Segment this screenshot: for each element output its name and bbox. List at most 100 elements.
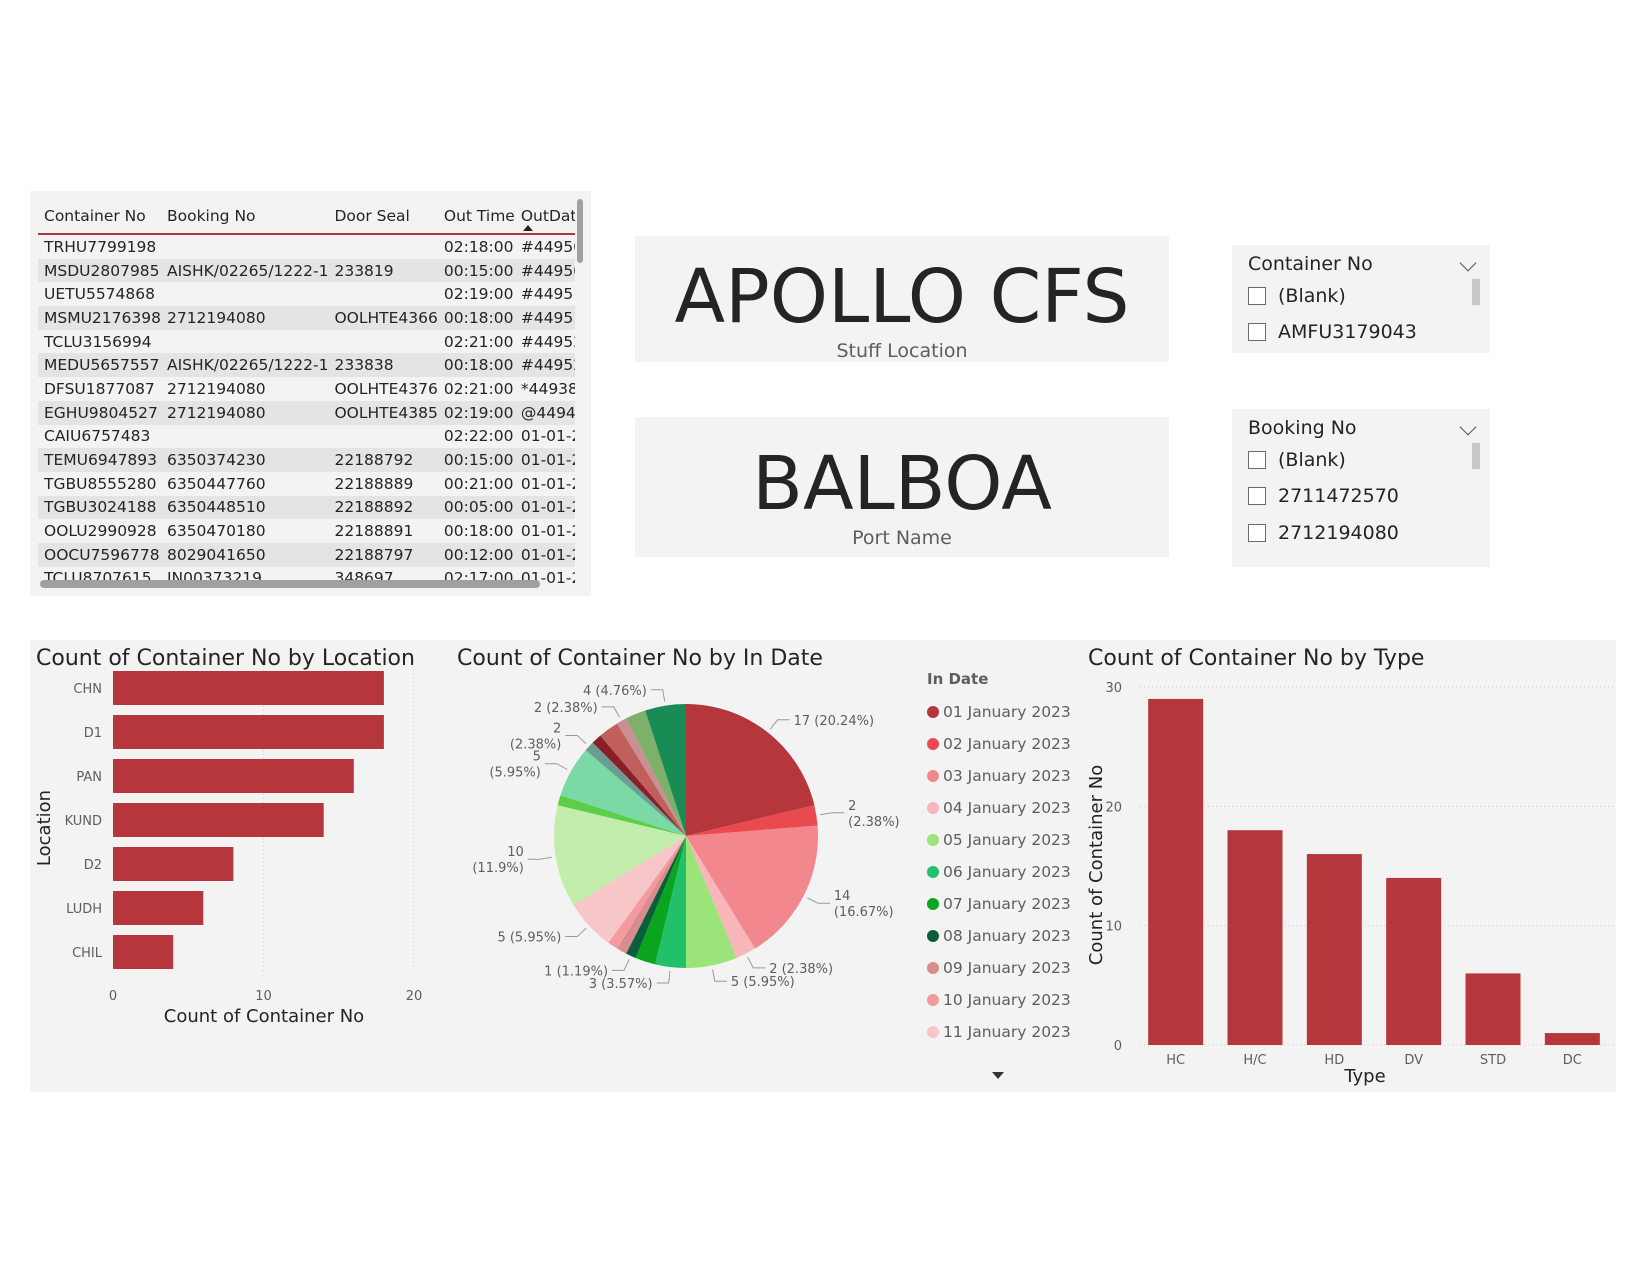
table-cell: 233819	[328, 258, 438, 283]
column-header-out-time[interactable]: Out Time	[437, 199, 515, 235]
checkbox[interactable]	[1248, 451, 1266, 469]
table-cell: 22188891	[334, 522, 414, 541]
table-row[interactable]: TGBU8555280 6350447760 22188889 00:21:00 01-…	[38, 472, 575, 496]
table-cell: 02:19:00	[443, 285, 514, 304]
column-header-door-seal[interactable]: Door Seal	[328, 199, 438, 235]
table-cell: 02:21:00	[443, 379, 514, 398]
table-row[interactable]: DFSU1877087 2712194080 OOLHTE4376 02:21:00 *…	[38, 377, 575, 401]
container-option-amfu3179043[interactable]: AMFU3179043	[1248, 321, 1417, 343]
table-cell: TCLU3156994	[44, 332, 152, 351]
legend-color-marker	[927, 770, 939, 782]
table-row[interactable]: MSMU2176398 2712194080 OOLHTE4366 00:18:00 #…	[38, 306, 575, 330]
container-slicer-title: Container No	[1248, 253, 1373, 275]
table-row[interactable]: CAIU6757483 02:22:00 01-01-2	[38, 425, 575, 449]
table-cell: TGBU8555280	[44, 474, 157, 493]
chevron-down-icon[interactable]	[1459, 418, 1477, 436]
port-name-label: Port Name	[852, 527, 952, 549]
legend-item[interactable]: 07 January 2023	[927, 888, 1071, 920]
data-label: 2 (2.38%)	[769, 962, 833, 977]
y-tick-label: LUDH	[66, 902, 102, 917]
table-cell: OOLHTE4385	[328, 400, 438, 425]
table-row[interactable]: TGBU3024188 6350448510 22188892 00:05:00 01-…	[38, 495, 575, 520]
legend-item[interactable]: 02 January 2023	[927, 728, 1071, 760]
table-row[interactable]: EGHU9804527 2712194080 OOLHTE4385 02:19:00 @…	[38, 400, 575, 425]
legend-item[interactable]: 09 January 2023	[927, 952, 1071, 984]
bar-d2	[113, 847, 234, 881]
legend-item[interactable]: 05 January 2023	[927, 824, 1071, 856]
table-cell	[161, 330, 329, 354]
location-chart-title: Count of Container No by Location	[36, 646, 415, 671]
column-header-container-no[interactable]: Container No	[38, 199, 161, 235]
table-cell: 00:18:00	[437, 353, 515, 378]
leader-line	[712, 969, 727, 982]
table-cell: 22188792	[328, 448, 438, 472]
column-header-booking-no[interactable]: Booking No	[160, 199, 329, 235]
bar-hd	[1306, 854, 1362, 1045]
legend-label: 02 January 2023	[943, 735, 1071, 753]
x-tick-label: DV	[1404, 1053, 1423, 1068]
leader-line	[656, 971, 671, 984]
port-name-value: BALBOA	[752, 441, 1052, 527]
legend-item[interactable]: 06 January 2023	[927, 856, 1071, 888]
data-table: Container No Booking No Door Seal Out Ti…	[38, 199, 575, 586]
legend-item[interactable]: 03 January 2023	[927, 760, 1071, 792]
booking-option-2712194080[interactable]: 2712194080	[1248, 522, 1399, 544]
table-cell: #44951	[520, 285, 575, 304]
container-option-blank[interactable]: (Blank)	[1248, 285, 1346, 307]
pie-slice	[573, 836, 686, 943]
legend-item[interactable]: 08 January 2023	[927, 920, 1071, 952]
checkbox[interactable]	[1248, 524, 1266, 542]
data-label: 10 (11.9%)	[472, 845, 523, 876]
table-row[interactable]: TCLU3156994 02:21:00 #44952	[38, 330, 575, 354]
table-row[interactable]: MSDU2807985 AISHK/02265/1222-1 233819 00:15…	[38, 258, 575, 283]
pie-slice	[626, 710, 686, 836]
y-tick-label: 20	[1105, 800, 1122, 815]
option-label: (Blank)	[1278, 285, 1346, 307]
y-tick-label: D1	[84, 726, 102, 741]
table-cell: TGBU3024188	[38, 495, 161, 520]
booking-option-blank[interactable]: (Blank)	[1248, 449, 1346, 471]
option-label: 2712194080	[1278, 522, 1399, 544]
table-cell: MSDU2807985	[38, 258, 161, 283]
legend-scroll-down-icon[interactable]	[992, 1072, 1004, 1079]
table-row[interactable]: TRHU7799198 02:18:00 #44950	[38, 234, 575, 259]
x-axis-title: Type	[1343, 1066, 1385, 1087]
column-header-outdate[interactable]: OutDate	[514, 199, 575, 235]
booking-option-2711472570[interactable]: 2711472570	[1248, 485, 1399, 507]
table-row[interactable]: MEDU5657557 AISHK/02265/1222-1 233838 00:18…	[38, 353, 575, 378]
y-tick-label: KUND	[65, 814, 102, 829]
y-tick-label: D2	[84, 858, 102, 873]
pie-slice	[686, 825, 818, 949]
chevron-down-icon[interactable]	[1459, 254, 1477, 272]
bar-dc	[1544, 1033, 1600, 1045]
legend-label: 10 January 2023	[943, 991, 1071, 1009]
leader-line	[527, 856, 552, 860]
legend-item[interactable]: 10 January 2023	[927, 984, 1071, 1016]
table-row[interactable]: OOCU7596778 8029041650 22188797 00:12:00 01-…	[38, 542, 575, 567]
legend-item[interactable]: 04 January 2023	[927, 792, 1071, 824]
stuff-location-card: APOLLO CFS Stuff Location	[635, 236, 1169, 362]
container-slicer-scrollbar[interactable]	[1472, 279, 1480, 305]
legend-item[interactable]: 01 January 2023	[927, 696, 1071, 728]
leader-line	[650, 689, 666, 702]
pie-slice	[655, 836, 686, 968]
option-label: (Blank)	[1278, 449, 1346, 471]
table-horizontal-scrollbar[interactable]	[40, 580, 540, 588]
table-cell	[328, 330, 437, 354]
table-row[interactable]: TEMU6947893 6350374230 22188792 00:15:00 01-…	[38, 448, 575, 472]
table-vertical-scrollbar[interactable]	[577, 199, 583, 263]
checkbox[interactable]	[1248, 487, 1266, 505]
leader-line	[544, 763, 568, 770]
legend-item[interactable]: 11 January 2023	[927, 1016, 1071, 1048]
table-cell: 01-01-2	[520, 522, 575, 541]
booking-slicer-scrollbar[interactable]	[1472, 443, 1480, 469]
data-label: 2 (2.38%)	[534, 701, 598, 716]
y-tick-label: CHN	[73, 682, 102, 697]
checkbox[interactable]	[1248, 323, 1266, 341]
data-label: 3 (3.57%)	[589, 977, 653, 992]
checkbox[interactable]	[1248, 287, 1266, 305]
table-row[interactable]: UETU5574868 02:19:00 #44951	[38, 282, 575, 306]
table-row[interactable]: OOLU2990928 6350470180 22188891 00:18:00 01-…	[38, 519, 575, 543]
legend-color-marker	[927, 706, 939, 718]
y-tick-label: PAN	[76, 770, 102, 785]
